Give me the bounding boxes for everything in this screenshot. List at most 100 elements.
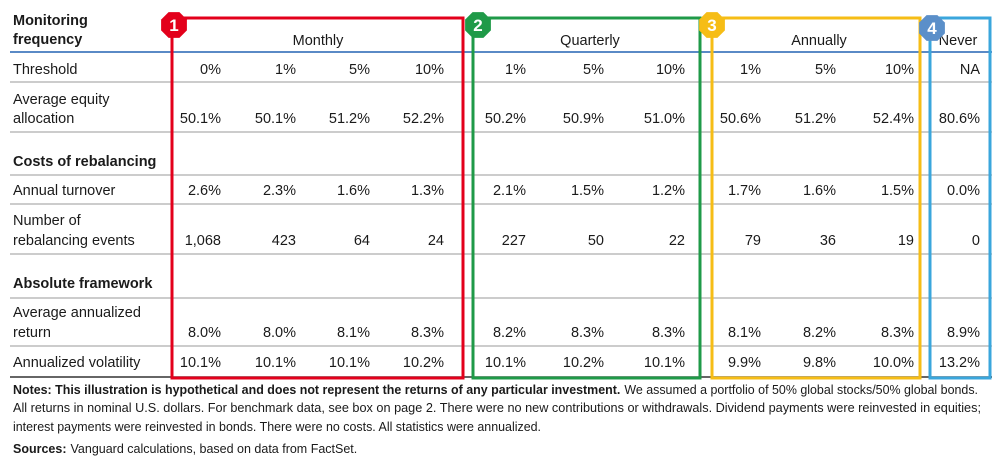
cell: 0% [200,62,221,78]
notes-text: We assumed a portfolio of 50% global sto… [624,383,978,397]
cell: 0 [972,233,980,249]
group-label: Quarterly [560,33,620,49]
cell: 10.2% [403,355,444,371]
header-title: Monitoring [13,13,88,29]
cell: 10.1% [255,355,296,371]
cell: 8.3% [652,325,685,341]
cell: 9.9% [728,355,761,371]
cell: 1.7% [728,183,761,199]
cell: 22 [669,233,685,249]
cell: 64 [354,233,370,249]
sources-bold: Sources: [13,442,67,456]
sources-text: Vanguard calculations, based on data fro… [71,442,358,456]
cell: 1% [740,62,761,78]
cell: 1,068 [185,233,221,249]
cell: 8.3% [411,325,444,341]
sources-line: Sources: Vanguard calculations, based on … [13,442,357,456]
group-box [170,16,465,380]
cell: NA [960,62,980,78]
badge [919,15,945,41]
cell: 50.1% [180,111,221,127]
badge-number: 4 [927,19,937,38]
row-label: Average annualized [13,305,141,321]
cell: 10.1% [485,355,526,371]
cell: 2.3% [263,183,296,199]
cell: 51.2% [795,111,836,127]
row-label: Number of [13,213,82,229]
cell: 1% [505,62,526,78]
cell: 5% [583,62,604,78]
cell: 8.1% [337,325,370,341]
cell: 2.6% [188,183,221,199]
row-label: return [13,325,51,341]
cell: 52.2% [403,111,444,127]
cell: 423 [272,233,296,249]
cell: 80.6% [939,111,980,127]
cell: 8.2% [493,325,526,341]
cell: 51.2% [329,111,370,127]
badge-number: 1 [169,16,178,35]
section-label: Costs of rebalancing [13,154,156,170]
cell: 10.2% [563,355,604,371]
cell: 79 [745,233,761,249]
cell: 1.5% [571,183,604,199]
cell: 50.9% [563,111,604,127]
row-label: Annual turnover [13,183,116,199]
cell: 10% [885,62,914,78]
cell: 1.6% [337,183,370,199]
group-box [471,16,702,380]
cell: 0.0% [947,183,980,199]
cell: 50.6% [720,111,761,127]
header-title: frequency [13,32,82,48]
row-label: allocation [13,111,74,127]
cell: 5% [815,62,836,78]
cell: 8.0% [263,325,296,341]
cell: 50 [588,233,604,249]
cell: 10% [656,62,685,78]
group-box [928,16,992,380]
cell: 10.0% [873,355,914,371]
cell: 1.3% [411,183,444,199]
row-label: Annualized volatility [13,355,141,371]
row-label: rebalancing events [13,233,135,249]
notes-line: interest payments were reinvested in bon… [13,420,541,434]
group-box [710,16,922,380]
section-label: Absolute framework [13,276,153,292]
row-label: Threshold [13,62,77,78]
cell: 24 [428,233,444,249]
cell: 2.1% [493,183,526,199]
cell: 10.1% [329,355,370,371]
cell: 1.5% [881,183,914,199]
cell: 52.4% [873,111,914,127]
cell: 8.1% [728,325,761,341]
group-label: Never [939,33,978,49]
cell: 36 [820,233,836,249]
cell: 8.2% [803,325,836,341]
cell: 5% [349,62,370,78]
notes-bold: Notes: This illustration is hypothetical… [13,383,620,397]
cell: 1% [275,62,296,78]
cell: 50.1% [255,111,296,127]
notes-line: All returns in nominal U.S. dollars. For… [13,401,981,415]
cell: 8.3% [881,325,914,341]
cell: 51.0% [644,111,685,127]
cell: 1.6% [803,183,836,199]
cell: 227 [502,233,526,249]
group-label: Annually [791,33,847,49]
cell: 19 [898,233,914,249]
cell: 10.1% [644,355,685,371]
cell: 8.3% [571,325,604,341]
badge [161,12,187,38]
cell: 10% [415,62,444,78]
cell: 8.0% [188,325,221,341]
group-label: Monthly [293,33,345,49]
badge-number: 2 [473,16,482,35]
cell: 50.2% [485,111,526,127]
row-label: Average equity [13,92,110,108]
badge [465,12,491,38]
cell: 8.9% [947,325,980,341]
notes-line: Notes: This illustration is hypothetical… [13,383,978,397]
cell: 9.8% [803,355,836,371]
cell: 1.2% [652,183,685,199]
